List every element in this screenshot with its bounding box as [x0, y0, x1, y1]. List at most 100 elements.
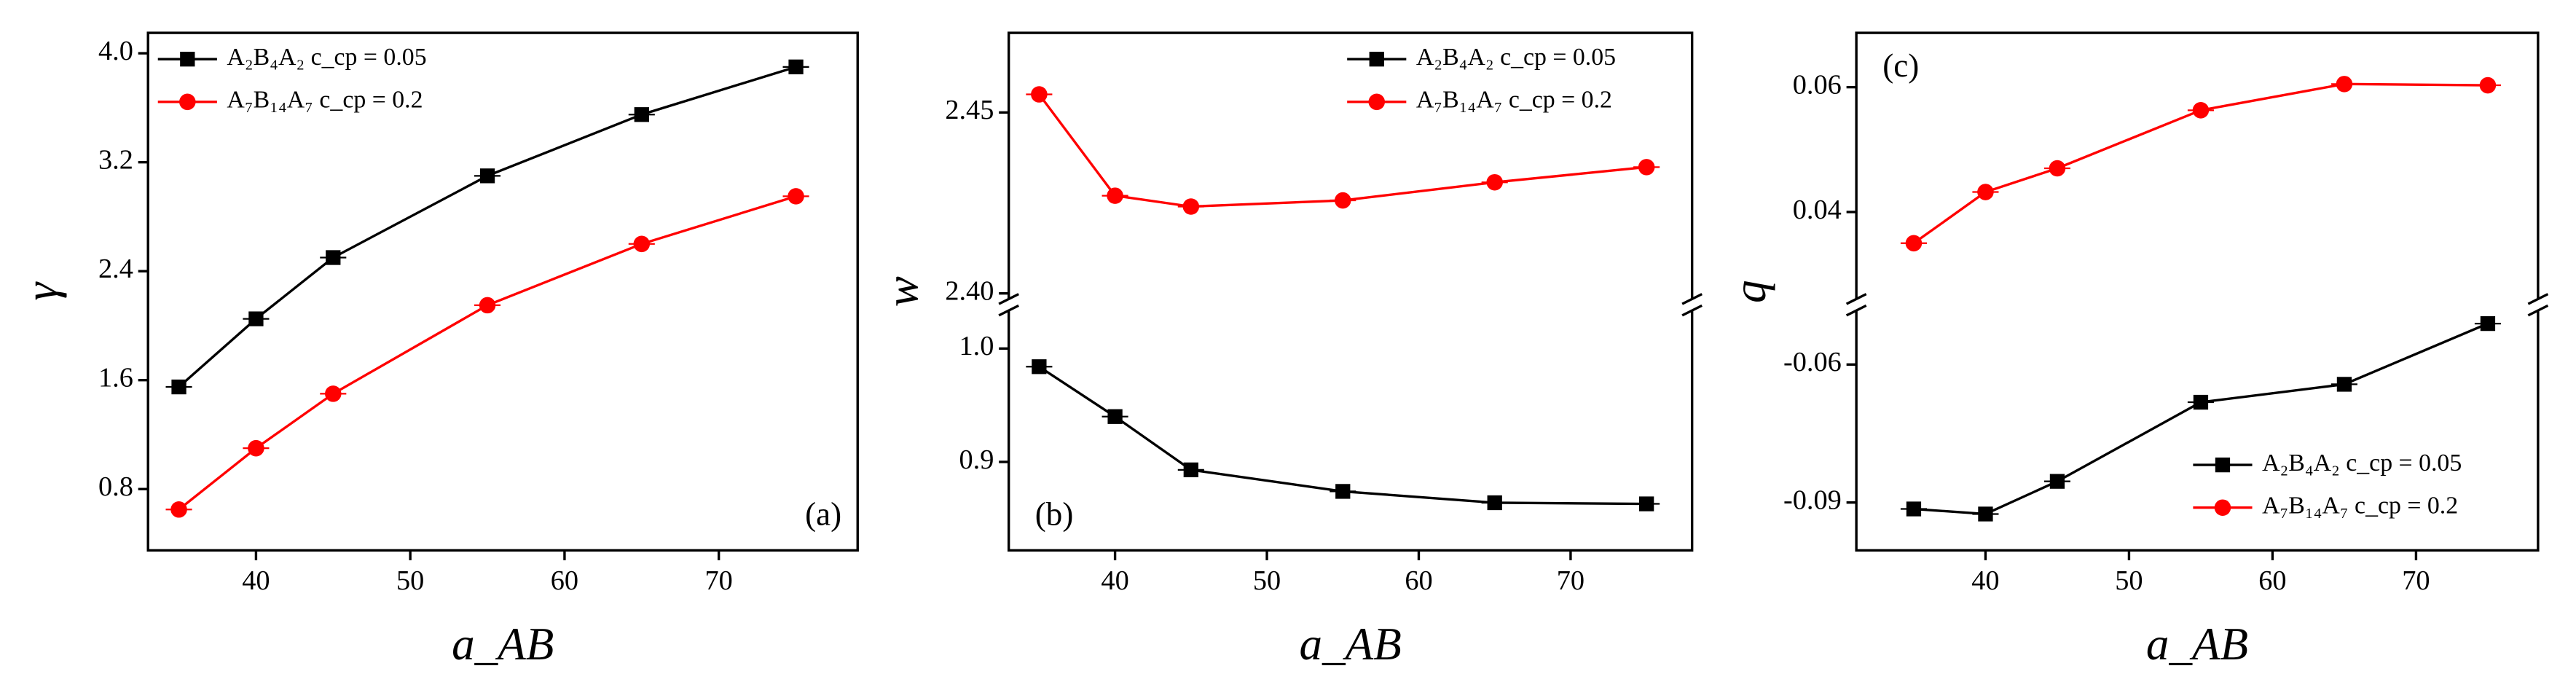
y-tick-label: 2.40	[945, 275, 994, 306]
axis-break-mark	[1845, 293, 1867, 305]
axis-break-gap	[1003, 299, 1014, 311]
axis-break-gap	[2533, 299, 2543, 311]
marker	[2479, 77, 2497, 94]
x-axis-label: a_AB	[452, 619, 554, 670]
y-axis-label: q	[1724, 280, 1775, 303]
marker	[1031, 86, 1048, 103]
y-axis-label: γ	[16, 281, 67, 301]
y-axis-label: w	[876, 276, 927, 307]
marker	[1487, 495, 1502, 511]
x-tick-label: 60	[551, 565, 578, 596]
series	[1026, 359, 1660, 511]
marker	[2192, 102, 2210, 119]
legend-label: A₂B₄A₂ c_cp = 0.05	[1416, 44, 1616, 71]
marker	[1638, 496, 1654, 511]
legend-marker	[2214, 499, 2231, 516]
marker	[248, 311, 264, 326]
marker	[1334, 192, 1351, 209]
series	[1900, 315, 2501, 522]
x-tick-label: 40	[242, 565, 270, 596]
marker	[2049, 160, 2066, 177]
x-tick-label: 50	[396, 565, 424, 596]
marker	[633, 235, 651, 253]
plot-frame	[146, 31, 859, 552]
series-line	[1913, 322, 2489, 516]
plot-frame	[1007, 31, 1694, 552]
axis-break-gap	[1851, 299, 1861, 311]
y-tick-label: 1.0	[959, 331, 994, 361]
marker	[1977, 184, 1994, 200]
legend-marker	[1369, 52, 1384, 67]
marker	[2336, 377, 2352, 392]
marker	[1486, 173, 1503, 191]
marker	[1032, 359, 1047, 375]
x-tick-label: 70	[1557, 565, 1585, 596]
marker	[2049, 474, 2065, 489]
x-tick-label: 70	[705, 565, 733, 596]
y-tick-label: -0.09	[1783, 485, 1842, 515]
axis-break-mark	[998, 293, 1019, 305]
y-tick-label: 0.06	[1793, 69, 1842, 100]
marker	[1638, 159, 1655, 176]
axis-break-mark	[1845, 304, 1867, 317]
y-tick-label: 0.04	[1793, 195, 1842, 225]
marker	[788, 59, 804, 74]
y-tick-label: 3.2	[98, 144, 133, 175]
marker	[2193, 394, 2209, 410]
marker	[788, 188, 804, 205]
x-tick-label: 50	[2115, 565, 2143, 596]
legend-marker	[179, 93, 196, 111]
legend-label: A₇B₁₄A₇ c_cp = 0.2	[1416, 87, 1612, 114]
y-tick-label: 4.0	[98, 36, 133, 66]
y-tick-label: 2.45	[945, 95, 994, 125]
marker	[1107, 409, 1123, 424]
legend-label: A₂B₄A₂ c_cp = 0.05	[2262, 450, 2462, 477]
plot-frame	[1855, 31, 2540, 552]
marker	[1978, 506, 1993, 522]
marker	[1906, 501, 1922, 517]
series-line	[1038, 365, 1647, 506]
legend-label: A₇B₁₄A₇ c_cp = 0.2	[227, 87, 423, 114]
marker	[326, 250, 341, 265]
legend-marker	[1368, 93, 1386, 111]
panel-label: (b)	[1035, 496, 1074, 533]
series	[1900, 76, 2501, 252]
marker	[2336, 76, 2353, 93]
marker	[325, 385, 342, 402]
marker	[1107, 187, 1123, 204]
series-line	[178, 195, 797, 511]
series-line	[1912, 82, 2488, 245]
marker	[1183, 462, 1198, 478]
y-tick-label: 1.6	[98, 363, 133, 393]
series-line	[178, 66, 797, 388]
marker	[479, 297, 496, 314]
x-tick-label: 60	[2258, 565, 2286, 596]
series	[165, 188, 809, 518]
marker	[171, 379, 186, 395]
axis-break-mark	[1681, 293, 1703, 305]
marker	[1335, 484, 1351, 499]
marker	[248, 439, 264, 457]
x-tick-label: 70	[2402, 565, 2430, 596]
marker	[1905, 235, 1923, 252]
y-tick-label: 0.8	[98, 471, 133, 502]
x-tick-label: 60	[1405, 565, 1432, 596]
marker	[2480, 315, 2496, 332]
legend-marker	[2215, 457, 2231, 473]
legend-label: A₂B₄A₂ c_cp = 0.05	[227, 44, 426, 71]
x-axis-label: a_AB	[1300, 619, 1402, 670]
axis-break-mark	[2527, 293, 2549, 305]
x-tick-label: 40	[1101, 565, 1128, 596]
axis-break-mark	[1681, 304, 1703, 317]
series	[1026, 86, 1660, 215]
marker	[1182, 198, 1200, 215]
y-tick-label: 2.4	[98, 254, 133, 284]
marker	[634, 107, 649, 122]
series-line	[1038, 93, 1647, 208]
axis-break-gap	[1686, 299, 1697, 311]
axis-break-mark	[2527, 304, 2549, 317]
panel-label: (c)	[1882, 47, 1919, 84]
y-tick-label: -0.06	[1783, 347, 1842, 377]
